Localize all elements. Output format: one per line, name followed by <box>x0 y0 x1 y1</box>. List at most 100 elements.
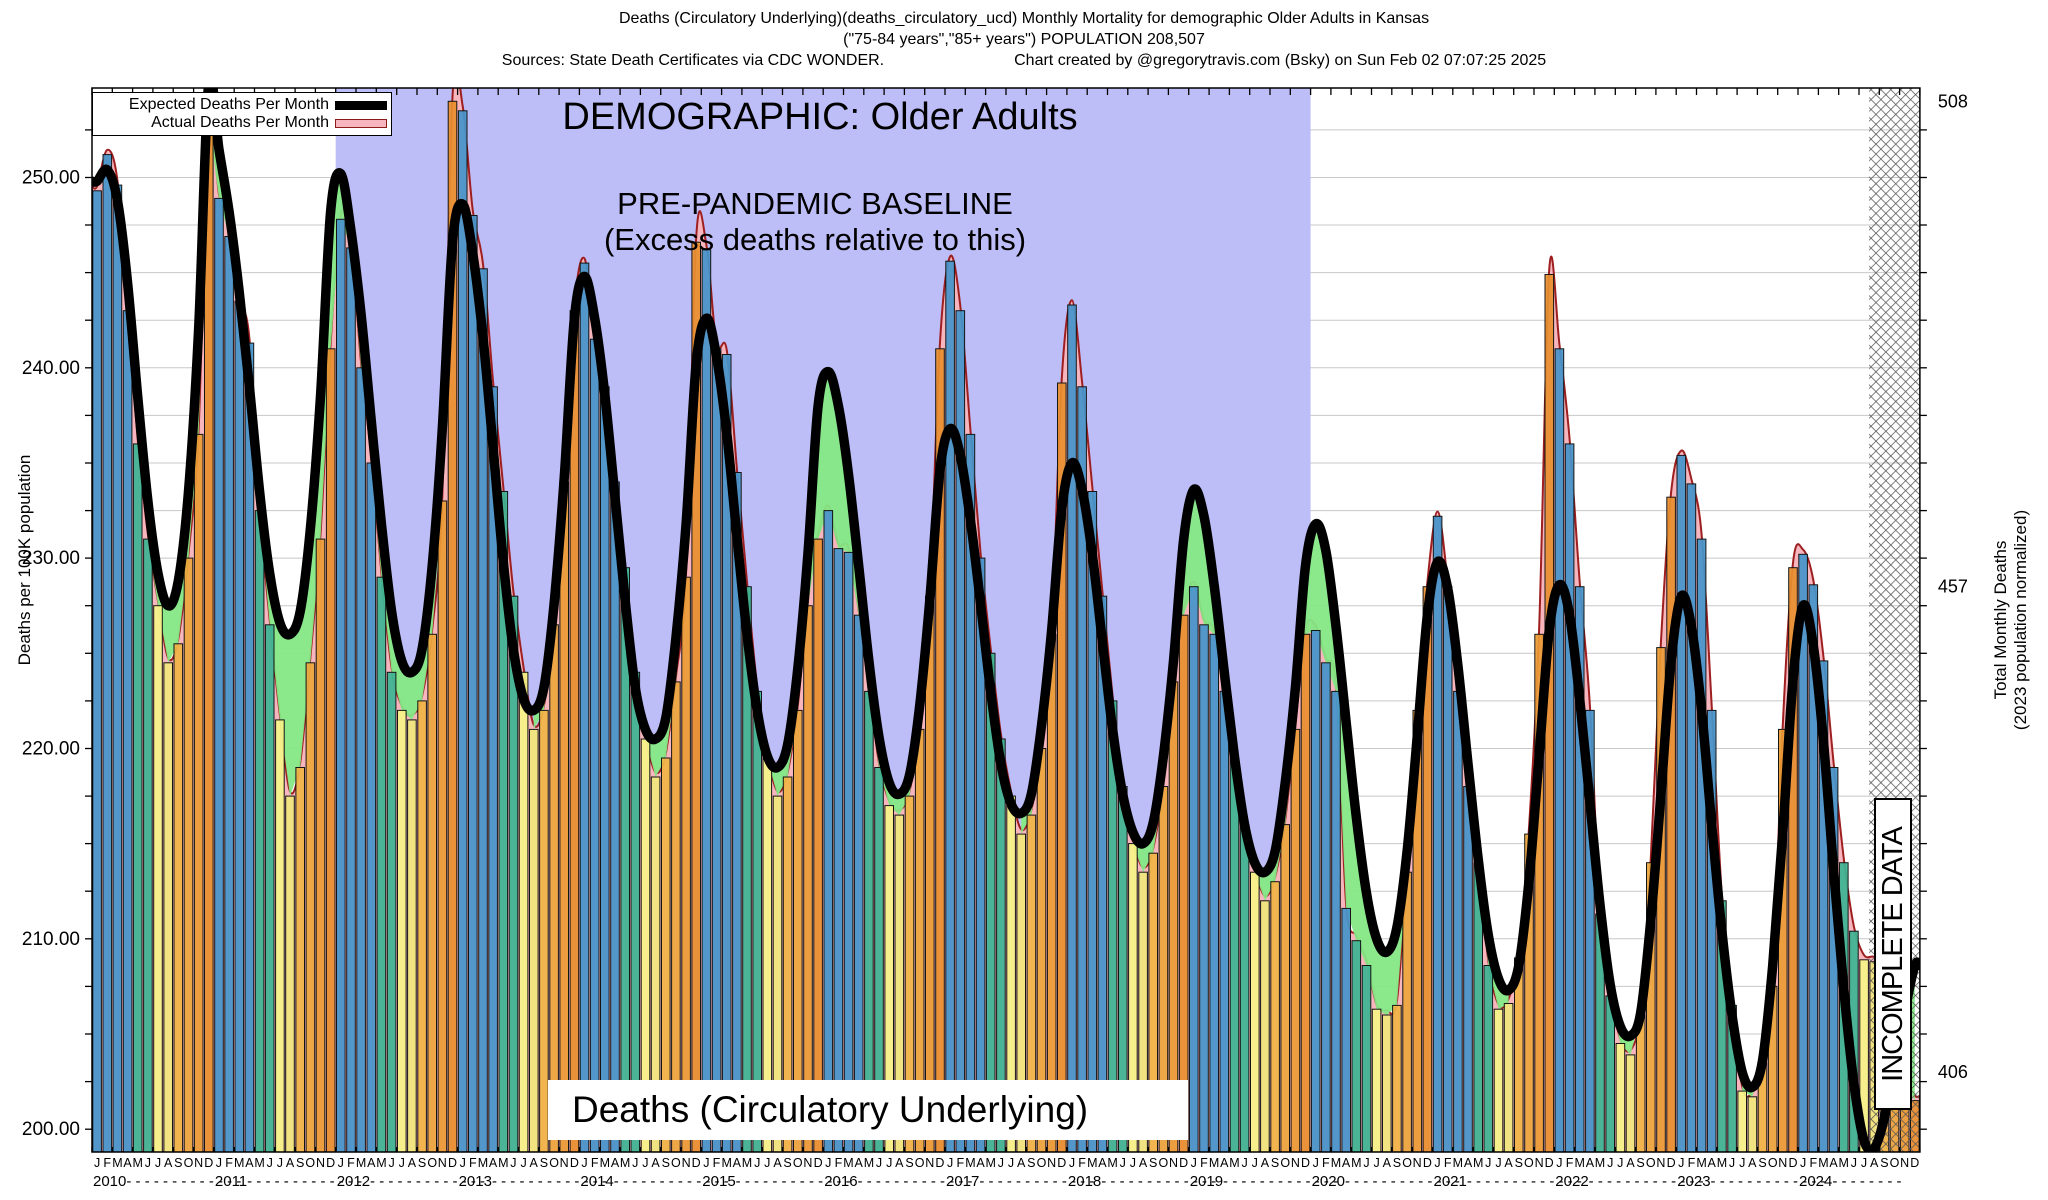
svg-text:J: J <box>1008 1156 1014 1170</box>
bar <box>559 481 570 1152</box>
svg-text:2022- - - - - - - - - - - - -: 2022- - - - - - - - - - - - - <box>1555 1173 1703 1190</box>
bar <box>153 605 163 1152</box>
svg-text:J: J <box>581 1156 587 1170</box>
bar <box>732 472 742 1152</box>
svg-text:S: S <box>1758 1156 1766 1170</box>
svg-text:J: J <box>338 1156 344 1170</box>
bar <box>1239 824 1250 1152</box>
bar <box>1087 491 1098 1152</box>
bar <box>305 662 316 1152</box>
bar <box>112 184 123 1152</box>
svg-text:457: 457 <box>1938 577 1968 597</box>
bar <box>874 767 884 1152</box>
bar <box>813 538 823 1152</box>
svg-text:A: A <box>123 1156 132 1170</box>
bar <box>1067 304 1077 1152</box>
svg-text:O: O <box>549 1156 559 1170</box>
svg-text:J: J <box>1069 1156 1075 1170</box>
bar <box>975 557 986 1152</box>
bar <box>935 348 945 1152</box>
svg-text:D: D <box>204 1156 213 1170</box>
bar <box>579 262 590 1152</box>
bar <box>224 236 234 1152</box>
bar <box>1432 515 1443 1152</box>
svg-text:M: M <box>965 1156 975 1170</box>
bar <box>285 795 295 1152</box>
svg-text:J: J <box>1313 1156 1319 1170</box>
svg-text:2019- - - - - - - - - - - - -: 2019- - - - - - - - - - - - - <box>1190 1173 1338 1190</box>
svg-text:A: A <box>1626 1156 1635 1170</box>
bar <box>823 510 834 1152</box>
y2-axis-title-line1: Total Monthly Deaths <box>1991 541 2010 700</box>
svg-text:J: J <box>460 1156 466 1170</box>
bar <box>711 348 722 1152</box>
svg-text:D: D <box>448 1156 457 1170</box>
bar <box>1696 538 1707 1152</box>
svg-text:F: F <box>1688 1156 1696 1170</box>
svg-text:A: A <box>1829 1156 1838 1170</box>
svg-text:D: D <box>935 1156 944 1170</box>
chart-title-line1: Deaths (Circulatory Underlying)(deaths_c… <box>618 10 1430 27</box>
bar <box>346 247 356 1152</box>
bar <box>782 776 793 1152</box>
svg-text:S: S <box>662 1156 670 1170</box>
svg-text:F: F <box>1078 1156 1086 1170</box>
svg-text:A: A <box>773 1156 782 1170</box>
svg-text:S: S <box>1880 1156 1888 1170</box>
bar <box>1280 824 1291 1152</box>
svg-text:F: F <box>1444 1156 1452 1170</box>
bar <box>143 538 153 1152</box>
svg-text:S: S <box>1149 1156 1157 1170</box>
bar <box>1615 1043 1626 1152</box>
bar <box>1178 614 1189 1152</box>
svg-text:2017- - - - - - - - - - - - -: 2017- - - - - - - - - - - - - <box>946 1173 1094 1190</box>
bar <box>671 681 681 1152</box>
svg-text:200.00: 200.00 <box>22 1119 80 1140</box>
svg-text:M: M <box>864 1156 874 1170</box>
svg-text:J: J <box>1434 1156 1440 1170</box>
svg-text:J: J <box>1556 1156 1562 1170</box>
svg-text:J: J <box>1861 1156 1867 1170</box>
svg-text:F: F <box>713 1156 721 1170</box>
svg-text:A: A <box>1464 1156 1473 1170</box>
svg-text:J: J <box>1617 1156 1623 1170</box>
bar <box>1392 1004 1402 1152</box>
svg-text:M: M <box>1351 1156 1361 1170</box>
bar <box>1564 443 1575 1152</box>
svg-text:M: M <box>376 1156 386 1170</box>
bar <box>437 500 448 1152</box>
svg-text:2015- - - - - - - - - - - - -: 2015- - - - - - - - - - - - - <box>702 1173 850 1190</box>
svg-text:J: J <box>1607 1156 1613 1170</box>
svg-text:M: M <box>721 1156 731 1170</box>
bar <box>1788 567 1798 1152</box>
svg-text:S: S <box>418 1156 426 1170</box>
bar <box>1706 709 1717 1152</box>
bar <box>295 767 305 1152</box>
svg-text:M: M <box>620 1156 630 1170</box>
svg-text:J: J <box>998 1156 1004 1170</box>
svg-text:A: A <box>1261 1156 1270 1170</box>
svg-text:F: F <box>956 1156 964 1170</box>
bar <box>1574 586 1585 1152</box>
svg-text:N: N <box>1535 1156 1544 1170</box>
bar <box>650 776 661 1152</box>
svg-text:J: J <box>1130 1156 1136 1170</box>
svg-text:M: M <box>600 1156 610 1170</box>
svg-text:A: A <box>1708 1156 1717 1170</box>
svg-text:A: A <box>855 1156 864 1170</box>
bar <box>1351 940 1362 1152</box>
svg-text:D: D <box>570 1156 579 1170</box>
bar <box>1453 690 1463 1152</box>
bar <box>1666 496 1676 1152</box>
annotation-baseline-sub: (Excess deaths relative to this) <box>603 222 1027 257</box>
legend-row-actual: Actual Deaths Per Month <box>97 114 387 132</box>
svg-text:M: M <box>1229 1156 1239 1170</box>
bar <box>1077 386 1087 1152</box>
svg-text:M: M <box>498 1156 508 1170</box>
bar <box>1747 1096 1758 1152</box>
svg-text:M: M <box>356 1156 366 1170</box>
svg-text:M: M <box>234 1156 244 1170</box>
bar <box>1382 1014 1392 1152</box>
bar <box>468 215 478 1152</box>
